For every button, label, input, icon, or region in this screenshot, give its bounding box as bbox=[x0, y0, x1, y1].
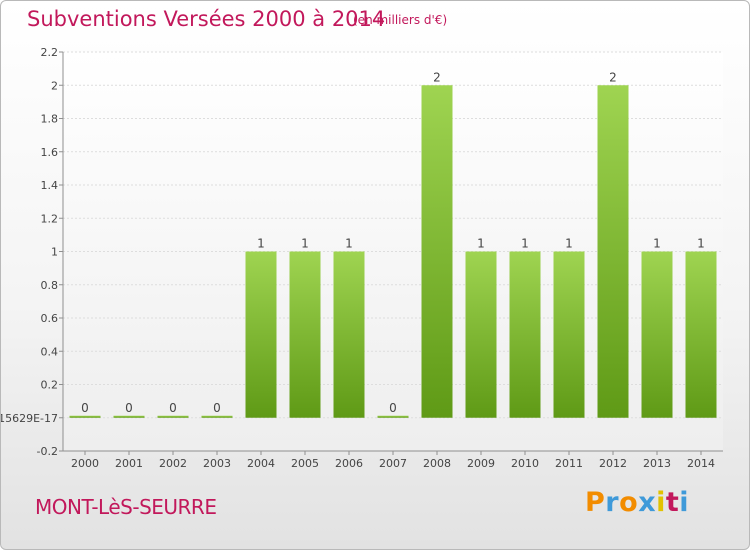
logo-letter: t bbox=[665, 487, 680, 518]
y-tick-label: 2 bbox=[51, 79, 58, 92]
x-tick-label: 2014 bbox=[687, 457, 715, 470]
y-tick-label: 0.2 bbox=[41, 379, 59, 392]
logo-letter: i bbox=[679, 487, 690, 518]
bar-2000 bbox=[69, 415, 101, 418]
plot-area: -0.2 -1.15629E-17 0.2 0.4 0.6 0.8 1 1.2 1.4 1.6 1.… bbox=[1, 46, 723, 470]
bar-2005 bbox=[289, 251, 321, 418]
data-label: 1 bbox=[257, 237, 265, 251]
proxiti-logo: Proxiti bbox=[585, 487, 689, 518]
y-tick-label: 1.6 bbox=[41, 146, 59, 159]
x-tick-label: 2010 bbox=[511, 457, 539, 470]
logo-letter: r bbox=[605, 487, 620, 518]
bar-2013 bbox=[641, 251, 673, 418]
x-tick-label: 2004 bbox=[247, 457, 275, 470]
bar-2012 bbox=[597, 85, 629, 418]
data-label: 0 bbox=[389, 401, 397, 415]
data-label: 1 bbox=[653, 237, 661, 251]
x-tick-label: 2007 bbox=[379, 457, 407, 470]
x-tick-label: 2011 bbox=[555, 457, 583, 470]
y-tick-label: 0.6 bbox=[41, 312, 59, 325]
x-tick-label: 2006 bbox=[335, 457, 363, 470]
place-name: MONT-LèS-SEURRE bbox=[35, 495, 217, 519]
x-tick-label: 2001 bbox=[115, 457, 143, 470]
bar-2010 bbox=[509, 251, 541, 418]
x-tick-label: 2005 bbox=[291, 457, 319, 470]
x-tick-label: 2009 bbox=[467, 457, 495, 470]
y-tick-label: 1.8 bbox=[41, 113, 59, 126]
logo-letter: x bbox=[638, 487, 657, 518]
logo-letter: P bbox=[585, 487, 606, 518]
bar-2006 bbox=[333, 251, 365, 418]
x-tick-label: 2008 bbox=[423, 457, 451, 470]
y-tick-label: 1.2 bbox=[41, 212, 59, 225]
data-label: 1 bbox=[565, 237, 573, 251]
x-tick-label: 2000 bbox=[71, 457, 99, 470]
bar-2008 bbox=[421, 85, 453, 418]
x-tick-label: 2012 bbox=[599, 457, 627, 470]
y-tick-label: -1.15629E-17 bbox=[1, 412, 58, 425]
logo-letter: i bbox=[656, 487, 666, 518]
chart-subtitle: (en milliers d'€) bbox=[353, 13, 448, 27]
data-label: 2 bbox=[609, 70, 617, 84]
y-tick-label: 1.4 bbox=[41, 179, 59, 192]
data-label: 1 bbox=[301, 237, 309, 251]
data-label: 1 bbox=[345, 237, 353, 251]
data-label: 0 bbox=[169, 401, 177, 415]
x-tick-label: 2002 bbox=[159, 457, 187, 470]
data-label: 2 bbox=[433, 70, 441, 84]
bar-2002 bbox=[157, 415, 189, 418]
data-label: 0 bbox=[213, 401, 221, 415]
bar-2001 bbox=[113, 415, 145, 418]
bar-2003 bbox=[201, 415, 233, 418]
bar-2007 bbox=[377, 415, 409, 418]
bar-2009 bbox=[465, 251, 497, 418]
y-tick-label: -0.2 bbox=[37, 445, 58, 458]
y-tick-label: 0.4 bbox=[41, 345, 59, 358]
bar-2004 bbox=[245, 251, 277, 418]
x-tick-label: 2003 bbox=[203, 457, 231, 470]
logo-letter: o bbox=[619, 487, 639, 518]
data-label: 0 bbox=[81, 401, 89, 415]
data-label: 1 bbox=[521, 237, 529, 251]
bar-2011 bbox=[553, 251, 585, 418]
y-tick-label: 1 bbox=[51, 246, 58, 259]
bar-2014 bbox=[685, 251, 717, 418]
chart-title: Subventions Versées 2000 à 2014 bbox=[27, 7, 386, 31]
data-label: 1 bbox=[477, 237, 485, 251]
y-tick-label: 0.8 bbox=[41, 279, 59, 292]
data-label: 0 bbox=[125, 401, 133, 415]
x-tick-label: 2013 bbox=[643, 457, 671, 470]
y-tick-label: 2.2 bbox=[41, 46, 59, 59]
data-label: 1 bbox=[697, 237, 705, 251]
